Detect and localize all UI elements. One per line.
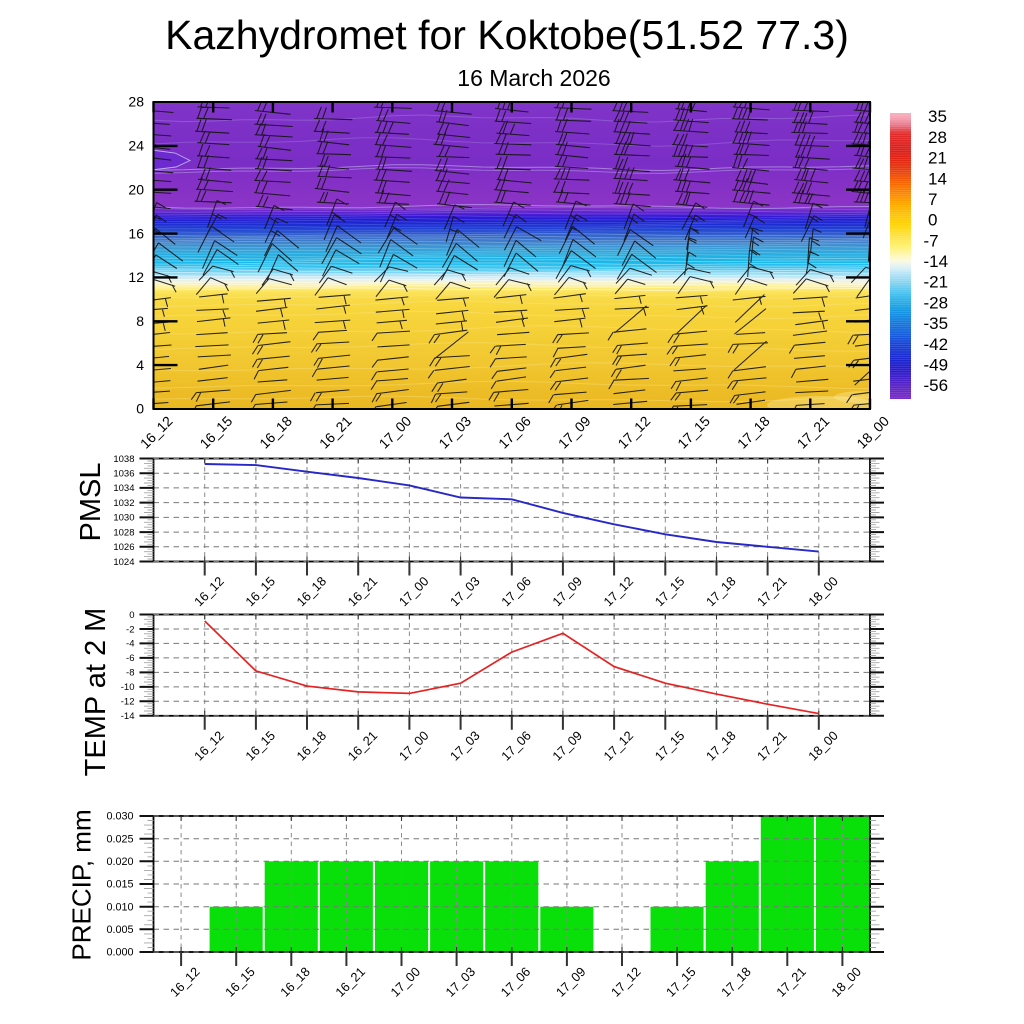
svg-text:14: 14 xyxy=(928,169,947,188)
svg-text:20: 20 xyxy=(128,181,144,197)
svg-text:0.015: 0.015 xyxy=(106,879,133,891)
svg-text:-4: -4 xyxy=(126,639,134,650)
svg-text:-14: -14 xyxy=(924,252,949,271)
svg-text:TEMP at 2 M: TEMP at 2 M xyxy=(80,608,112,777)
svg-text:4: 4 xyxy=(136,357,144,373)
svg-text:-2: -2 xyxy=(126,624,134,635)
svg-text:1028: 1028 xyxy=(113,527,134,538)
svg-text:-56: -56 xyxy=(924,376,949,395)
svg-text:-12: -12 xyxy=(121,697,135,708)
svg-text:0.010: 0.010 xyxy=(106,901,133,913)
svg-text:0.000: 0.000 xyxy=(106,947,133,959)
svg-text:1038: 1038 xyxy=(113,454,134,465)
svg-text:-6: -6 xyxy=(126,653,134,664)
svg-text:0: 0 xyxy=(129,610,134,621)
svg-text:8: 8 xyxy=(136,313,144,329)
svg-text:-42: -42 xyxy=(924,335,949,354)
svg-text:-10: -10 xyxy=(121,682,135,693)
svg-text:0.020: 0.020 xyxy=(106,856,133,868)
svg-text:1034: 1034 xyxy=(113,483,134,494)
svg-text:35: 35 xyxy=(928,107,947,126)
svg-text:PMSL: PMSL xyxy=(75,463,107,542)
svg-text:1032: 1032 xyxy=(113,498,134,509)
svg-text:16: 16 xyxy=(128,225,144,241)
svg-text:1036: 1036 xyxy=(113,469,134,480)
svg-text:-49: -49 xyxy=(924,356,949,375)
svg-text:21: 21 xyxy=(928,149,947,168)
svg-text:28: 28 xyxy=(928,128,947,147)
svg-text:Kazhydromet for Koktobe(51.52: Kazhydromet for Koktobe(51.52 77.3) xyxy=(165,12,849,58)
svg-text:28: 28 xyxy=(128,94,144,110)
svg-text:-35: -35 xyxy=(924,314,949,333)
svg-text:-8: -8 xyxy=(126,668,134,679)
svg-text:PRECIP, mm: PRECIP, mm xyxy=(67,809,97,960)
svg-text:-21: -21 xyxy=(924,273,949,292)
svg-text:0.025: 0.025 xyxy=(106,833,133,845)
svg-text:16 March 2026: 16 March 2026 xyxy=(457,65,610,91)
svg-text:1030: 1030 xyxy=(113,513,134,524)
svg-text:24: 24 xyxy=(128,138,144,154)
svg-text:0.030: 0.030 xyxy=(106,811,133,823)
svg-text:-7: -7 xyxy=(924,231,939,250)
svg-text:7: 7 xyxy=(928,190,937,209)
svg-text:-14: -14 xyxy=(121,711,135,722)
svg-text:1024: 1024 xyxy=(113,557,134,568)
svg-text:12: 12 xyxy=(128,269,144,285)
svg-text:-28: -28 xyxy=(924,293,949,312)
svg-text:0: 0 xyxy=(136,401,144,417)
svg-text:0.005: 0.005 xyxy=(106,924,133,936)
svg-text:0: 0 xyxy=(928,211,937,230)
svg-text:1026: 1026 xyxy=(113,542,134,553)
